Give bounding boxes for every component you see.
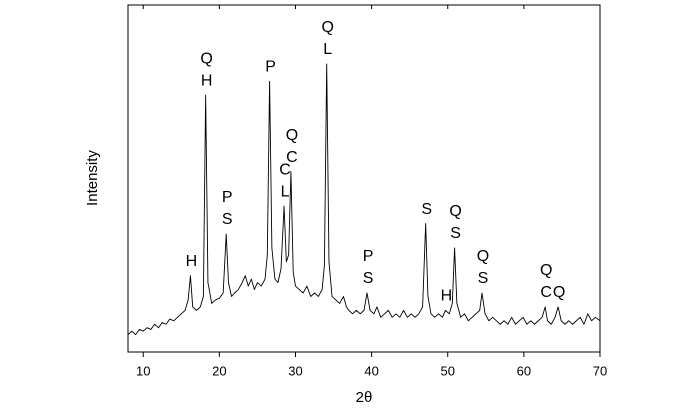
x-axis-label: 2θ [356,389,373,406]
peak-label: S [450,225,461,242]
peak-label: H [186,253,198,270]
peak-label: S [222,211,233,228]
series-line [127,63,601,336]
peak-label: C [286,149,298,166]
peak-label: P [265,59,276,76]
peak-label: Q [286,127,298,144]
plot-frame [127,4,601,353]
peak-label: P [222,189,233,206]
peak-label: S [478,270,489,287]
peak-label: S [421,201,432,218]
x-tick-label: 70 [593,363,607,378]
x-tick-label: 40 [364,363,378,378]
peak-label: C [279,161,291,178]
peak-label: Q [449,203,461,220]
peak-label: L [281,183,290,200]
peak-label: Q [477,248,489,265]
y-axis-label: Intensity [84,150,101,206]
x-tick-label: 10 [136,363,150,378]
peak-label: L [323,41,332,58]
x-tick-label: 60 [517,363,531,378]
x-tick-label: 50 [441,363,455,378]
peak-label: S [363,270,374,287]
peak-label: C [540,284,552,301]
x-tick-label: 30 [288,363,302,378]
x-tick-label: 20 [212,363,226,378]
peak-label: Q [321,19,333,36]
peak-label: H [201,72,213,89]
peak-label: Q [540,262,552,279]
peak-label: P [363,248,374,265]
peak-label: H [441,288,453,305]
peak-label: Q [553,284,565,301]
peak-label: Q [200,50,212,67]
